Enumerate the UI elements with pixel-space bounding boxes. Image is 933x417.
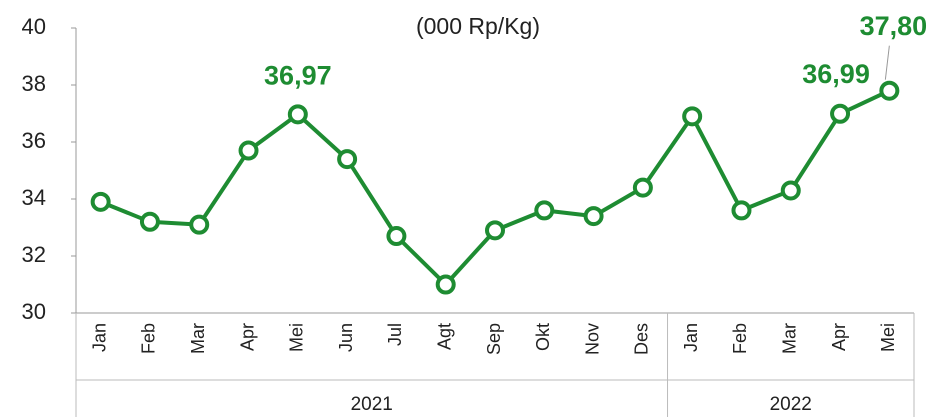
x-tick-label: Nov <box>582 323 602 355</box>
value-label: 36,97 <box>264 60 332 90</box>
x-tick-label: Feb <box>730 323 750 354</box>
x-tick-label: Jun <box>336 323 356 352</box>
y-tick-label: 38 <box>22 71 46 96</box>
y-tick-label: 30 <box>22 299 46 324</box>
marker <box>879 80 900 101</box>
group-label: 2021 <box>351 394 393 415</box>
marker <box>534 200 555 221</box>
marker <box>287 104 308 125</box>
marker <box>435 274 456 295</box>
x-tick-label: Sep <box>484 323 504 355</box>
x-tick-label: Mei <box>287 323 307 352</box>
x-tick-label: Apr <box>237 323 257 351</box>
x-tick-label: Okt <box>533 323 553 351</box>
value-label: 36,99 <box>802 59 870 89</box>
marker <box>780 180 801 201</box>
x-tick-label: Des <box>632 323 652 355</box>
y-tick-label: 32 <box>22 242 46 267</box>
x-tick-label: Mar <box>780 323 800 354</box>
y-tick-label: 34 <box>22 185 46 210</box>
x-tick-label: Mar <box>188 323 208 354</box>
line <box>99 88 891 287</box>
x-tick-label: Jan <box>89 323 109 352</box>
marker <box>90 191 111 212</box>
x-tick-label: Jan <box>681 323 701 352</box>
marker <box>238 140 259 161</box>
marker <box>583 206 604 227</box>
x-tick-label: Feb <box>139 323 159 354</box>
y-tick-label: 36 <box>22 128 46 153</box>
marker <box>830 103 851 124</box>
x-tick-label: Jul <box>385 323 405 346</box>
marker <box>632 177 653 198</box>
x-tick-label: Agt <box>434 323 454 350</box>
leader-line <box>884 45 890 80</box>
marker <box>189 214 210 235</box>
marker <box>682 106 703 127</box>
chart-subtitle: (000 Rp/Kg) <box>416 13 540 39</box>
y-tick-label: 40 <box>22 14 46 39</box>
marker <box>485 220 505 241</box>
marker <box>731 200 752 221</box>
value-label: 37,80 <box>860 11 928 41</box>
group-label: 2022 <box>770 394 812 415</box>
x-tick-label: Apr <box>829 323 849 351</box>
x-tick-label: Mei <box>878 323 898 352</box>
marker <box>337 149 358 170</box>
marker <box>139 211 160 232</box>
marker <box>386 226 407 247</box>
